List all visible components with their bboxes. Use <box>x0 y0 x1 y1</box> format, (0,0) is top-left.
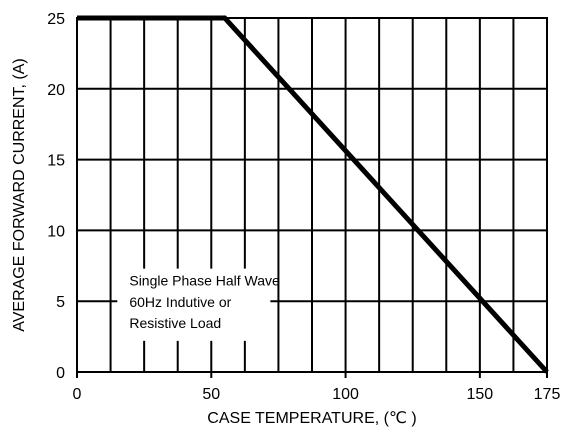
x-tick-label: 150 <box>467 386 494 403</box>
x-tick-label: 0 <box>73 386 82 403</box>
annotation-line: Single Phase Half Wave <box>129 273 280 289</box>
x-tick-label: 50 <box>202 386 220 403</box>
y-tick-label: 10 <box>47 223 65 240</box>
x-axis-label: CASE TEMPERATURE, (℃ ) <box>207 410 416 427</box>
y-tick-label: 15 <box>47 153 65 170</box>
x-tick-label: 175 <box>534 386 561 403</box>
plot-frame <box>76 17 548 373</box>
y-axis-label: AVERAGE FORWARD CURRENT, (A) <box>11 58 28 332</box>
y-tick-label: 0 <box>56 365 65 382</box>
y-tick-label: 20 <box>47 82 65 99</box>
annotation-line: Resistive Load <box>129 315 221 331</box>
annotation-background <box>117 268 271 341</box>
derating-curve <box>77 15 549 374</box>
y-tick-label: 25 <box>47 11 65 28</box>
x-tick-labels: 0 50 100 150 175 <box>73 386 561 403</box>
x-tick-label: 100 <box>332 386 359 403</box>
annotation-line: 60Hz Indutive or <box>129 294 231 310</box>
axis-ticks <box>76 372 548 378</box>
y-tick-label: 5 <box>56 294 65 311</box>
y-tick-labels: 0 5 10 15 20 25 <box>47 11 65 382</box>
